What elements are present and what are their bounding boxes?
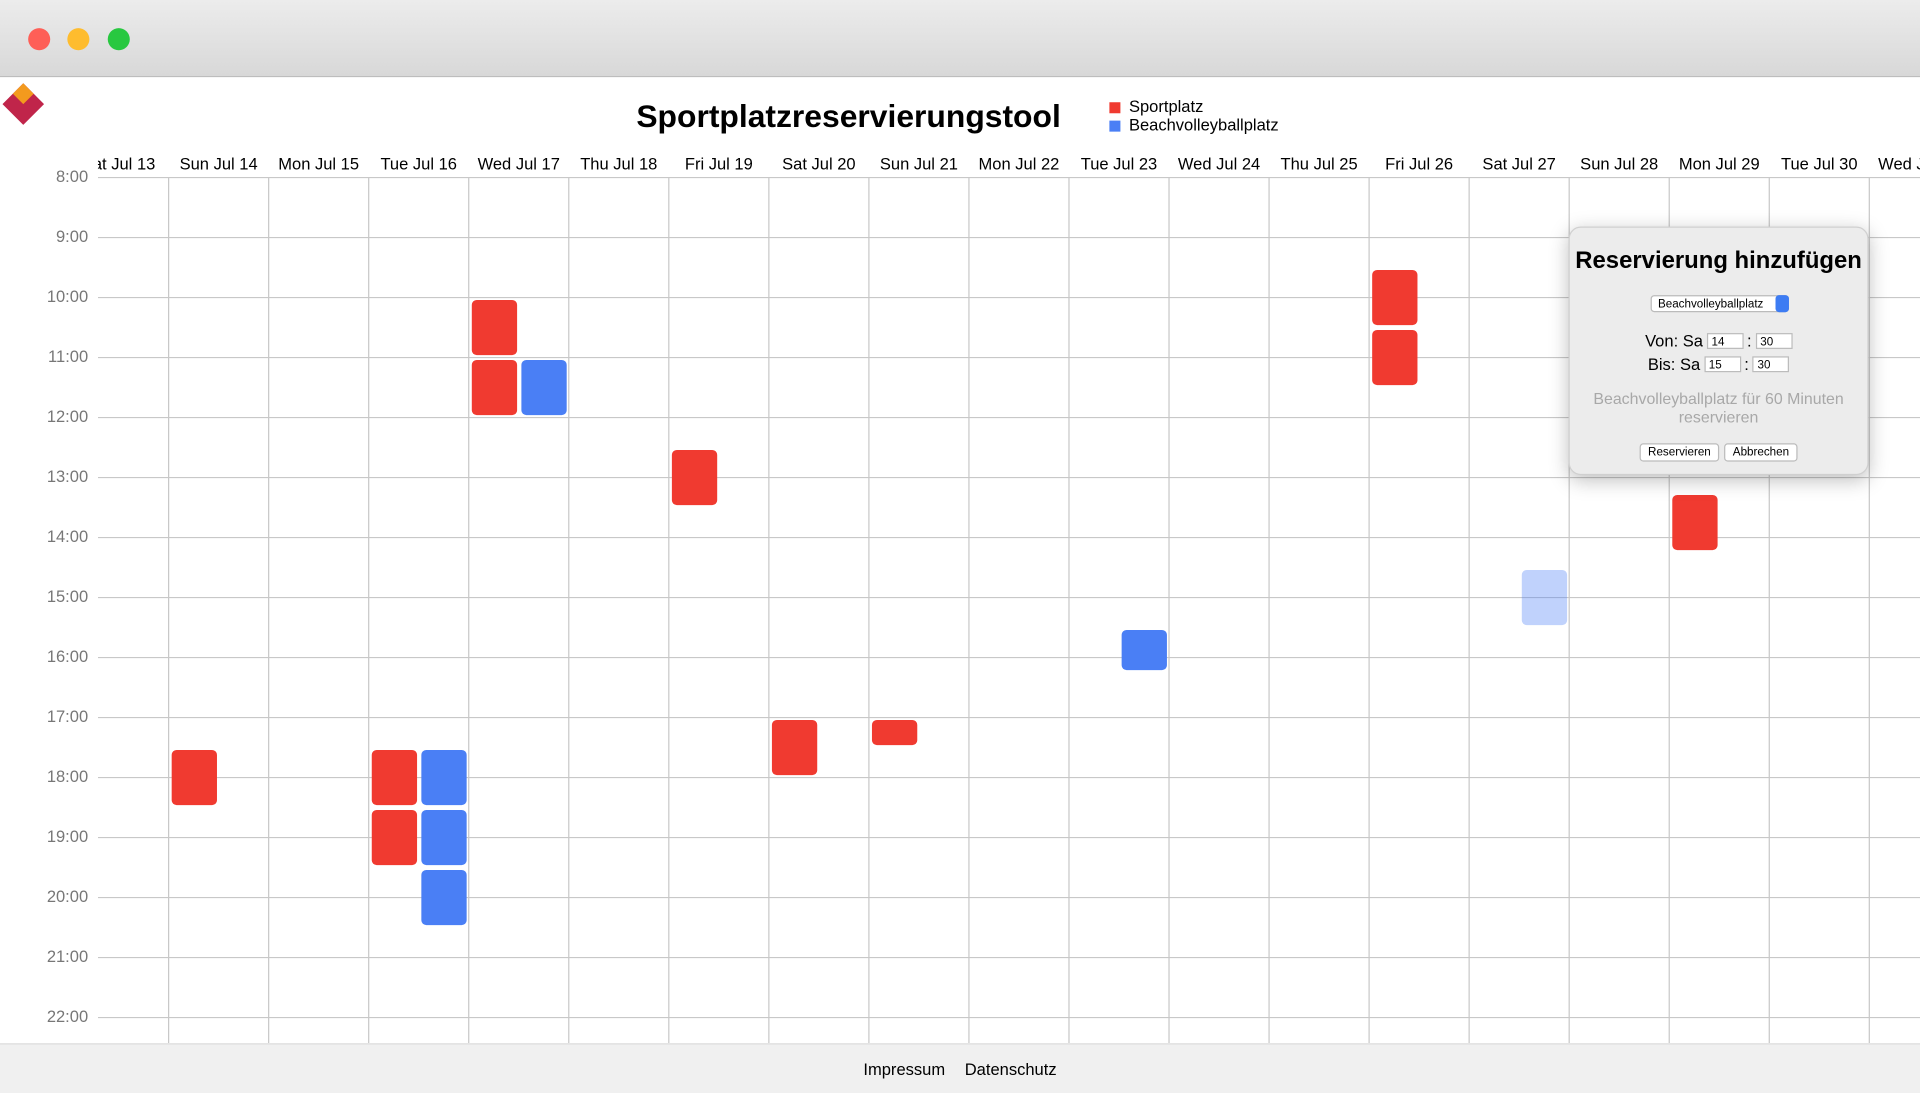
- reservation: [421, 750, 467, 806]
- reservation: [371, 750, 418, 806]
- to-minute[interactable]: 30: [1752, 356, 1790, 373]
- to-hour[interactable]: 15: [1703, 356, 1741, 373]
- day-header: Sun Jul 21: [880, 155, 958, 174]
- day-header: Wed Jul 17: [478, 155, 560, 174]
- hour-label: 22:00: [47, 1007, 88, 1026]
- hour-label: 19:00: [47, 827, 88, 846]
- footer-link[interactable]: Impressum: [863, 1060, 946, 1079]
- reservation: [671, 450, 718, 506]
- from-minute[interactable]: 30: [1755, 333, 1793, 349]
- day-header: Mon Jul 22: [979, 155, 1060, 174]
- hour-label: 13:00: [47, 467, 88, 486]
- zoom-button[interactable]: [107, 28, 130, 51]
- court-select[interactable]: Beachvolleyballplatz: [1650, 295, 1789, 313]
- day-header: Thu Jul 25: [1281, 155, 1358, 174]
- day-header: Tue Jul 23: [1081, 155, 1158, 174]
- day-header: Sat Jul 27: [1482, 155, 1555, 174]
- day-header: Sat Jul 13: [82, 155, 155, 174]
- summary: Beachvolleyballplatz für 60 Minuten rese…: [1593, 389, 1844, 427]
- day-header: Tue Jul 30: [1781, 155, 1858, 174]
- reservation: [471, 300, 518, 356]
- to-row: Bis: Sa 15 : 30: [1570, 355, 1868, 373]
- logo: [2, 83, 45, 125]
- day-header: Sun Jul 28: [1580, 155, 1658, 174]
- title-bar: [0, 0, 1920, 78]
- hour-label: 17:00: [47, 707, 88, 726]
- day-header: Mon Jul 15: [278, 155, 359, 174]
- footer: Impressum Datenschutz: [0, 1043, 1920, 1093]
- from-row: Von: Sa 14 : 30: [1570, 332, 1868, 350]
- reserve-button[interactable]: Reservieren: [1639, 443, 1720, 462]
- reservation: [521, 360, 567, 416]
- hour-label: 21:00: [47, 947, 88, 966]
- hour-label: 10:00: [47, 287, 88, 306]
- reservation: [771, 720, 818, 776]
- day-header: Fri Jul 26: [1385, 155, 1453, 174]
- cancel-button[interactable]: Abbrechen: [1724, 443, 1798, 462]
- dialog-title: Reservierung hinzufügen: [1575, 247, 1862, 275]
- add-reservation-dialog: Reservierung hinzufügen Beachvolleyballp…: [1568, 226, 1869, 476]
- hour-label: 20:00: [47, 887, 88, 906]
- hour-label: 12:00: [47, 407, 88, 426]
- hour-label: 16:00: [47, 647, 88, 666]
- day-header: Fri Jul 19: [685, 155, 753, 174]
- legend-label: Sportplatz: [1129, 97, 1203, 116]
- day-header: Mon Jul 29: [1679, 155, 1760, 174]
- legend-label: Beachvolleyballplatz: [1129, 115, 1279, 134]
- hour-label: 18:00: [47, 767, 88, 786]
- separator: :: [1744, 355, 1749, 374]
- from-hour[interactable]: 14: [1706, 333, 1744, 349]
- reservation: [871, 720, 918, 746]
- hour-label: 11:00: [48, 347, 88, 366]
- from-label: Von: Sa: [1645, 331, 1703, 351]
- legend-swatch: [1109, 102, 1121, 114]
- reservation: [371, 810, 418, 866]
- reservation: [421, 870, 467, 926]
- day-header: Wed Jul 24: [1178, 155, 1260, 174]
- to-label: Bis: Sa: [1647, 355, 1701, 374]
- hour-label: 9:00: [56, 227, 88, 246]
- reservation: [1121, 630, 1167, 671]
- separator: :: [1747, 331, 1752, 351]
- reservation: [1672, 495, 1718, 551]
- hour-label: 14:00: [47, 527, 88, 546]
- reservation: [1372, 270, 1418, 326]
- day-header: Tue Jul 16: [380, 155, 457, 174]
- day-header: Thu Jul 18: [580, 155, 657, 174]
- day-header: Sun Jul 14: [180, 155, 258, 174]
- reservation: [471, 360, 518, 416]
- day-header: Wed Jul 31: [1878, 155, 1920, 174]
- close-button[interactable]: [28, 28, 51, 51]
- minimize-button[interactable]: [67, 28, 90, 51]
- reservation-preview: [1521, 570, 1568, 626]
- hour-label: 15:00: [47, 587, 88, 606]
- app-title: Sportplatzreservierungstool: [636, 98, 1060, 134]
- day-header: Sat Jul 20: [782, 155, 855, 174]
- reservation: [1372, 330, 1418, 386]
- legend-swatch: [1109, 120, 1121, 132]
- reservation: [171, 750, 217, 806]
- calendar: Sportplatzreservierungstool Sat Jul 13 Su…: [2, 83, 1920, 1044]
- hour-label: 8:00: [56, 167, 88, 186]
- reservation: [421, 810, 467, 866]
- footer-link[interactable]: Datenschutz: [964, 1060, 1057, 1079]
